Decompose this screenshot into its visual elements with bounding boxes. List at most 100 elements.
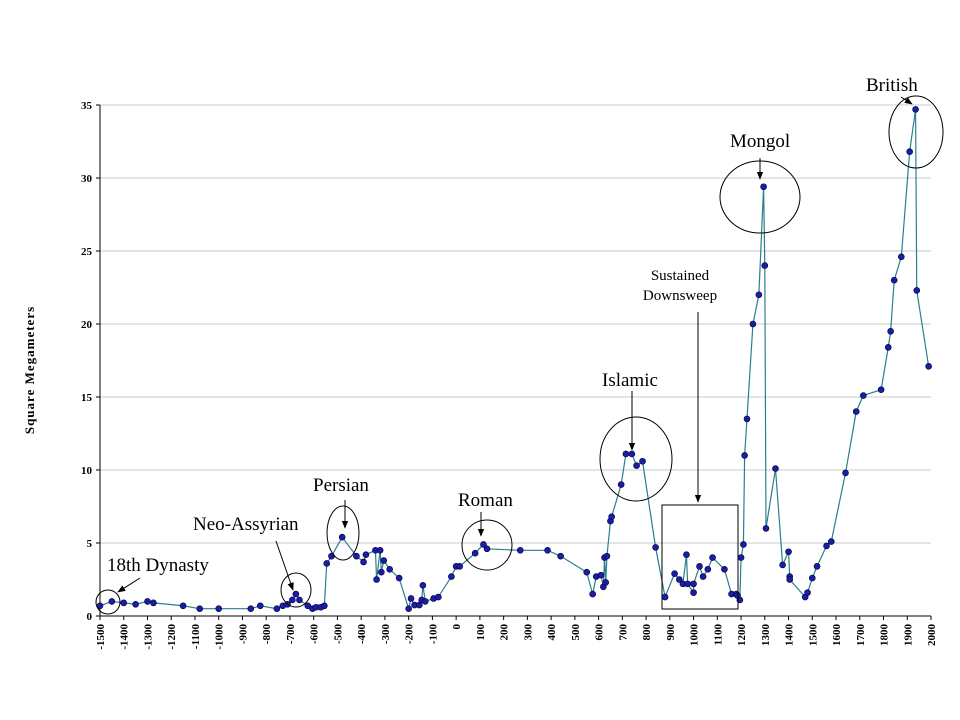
data-point (925, 363, 932, 370)
x-tick-label: -300 (380, 624, 392, 645)
data-point (628, 450, 636, 458)
data-point (544, 546, 551, 554)
data-point (690, 580, 697, 588)
data-point (804, 589, 811, 596)
x-tick-label: 1700 (855, 624, 867, 647)
x-tick-label: 1200 (736, 624, 748, 647)
data-point (737, 554, 745, 561)
y-tick-label: 25 (81, 246, 93, 258)
data-point (690, 589, 697, 596)
x-tick-label: 500 (570, 624, 582, 641)
y-axis-label: Square Megameters (22, 306, 37, 434)
annotation-label: Roman (458, 490, 513, 511)
data-point (699, 573, 707, 580)
y-tick-label: 35 (81, 100, 93, 112)
data-point (380, 557, 388, 564)
data-point (421, 598, 429, 605)
annotation-label: British (866, 75, 918, 96)
annotation-label: Islamic (602, 370, 658, 391)
data-point (296, 596, 303, 604)
data-point (704, 565, 712, 573)
data-point (683, 551, 690, 558)
data-point (652, 544, 659, 551)
data-point (709, 554, 716, 561)
data-point (150, 599, 157, 607)
x-tick-label: 600 (594, 624, 606, 641)
data-point (760, 183, 767, 191)
data-point (247, 605, 255, 613)
x-tick-label: -700 (285, 624, 297, 645)
y-tick-label: 30 (81, 173, 93, 185)
x-tick-label: 800 (641, 624, 653, 641)
data-point (256, 602, 264, 610)
x-tick-label: -1200 (166, 624, 178, 650)
data-point (913, 287, 921, 294)
grid (100, 104, 931, 617)
data-point (557, 552, 564, 560)
data-point (884, 344, 892, 351)
y-tick-label: 20 (81, 319, 93, 331)
x-tick-label: -600 (309, 624, 321, 645)
data-point (877, 386, 885, 394)
data-point (661, 593, 669, 601)
annotation-arrow (117, 577, 141, 593)
y-tick-label: 0 (87, 611, 93, 623)
data-point (321, 602, 328, 610)
x-tick-label: -400 (356, 624, 368, 645)
data-point (860, 392, 867, 399)
data-point (395, 574, 403, 582)
data-point (912, 106, 919, 113)
data-point (108, 598, 116, 605)
x-tick-label: -1100 (190, 624, 202, 650)
data-point (405, 605, 412, 613)
x-tick-label: -1400 (119, 624, 131, 650)
data-point (144, 598, 151, 605)
data-point (120, 599, 128, 607)
data-point (740, 541, 747, 548)
data-point (376, 546, 384, 554)
x-tick-label: -1000 (214, 624, 226, 650)
data-point (785, 548, 792, 556)
data-point (906, 148, 913, 156)
x-tick-label: 1300 (760, 624, 772, 647)
x-tick-label: -200 (404, 624, 416, 645)
data-point (583, 568, 591, 576)
data-point (741, 452, 748, 459)
data-point (608, 513, 615, 521)
data-point (323, 560, 331, 567)
data-point (215, 605, 223, 613)
x-tick-label: 1500 (807, 624, 819, 647)
data-point (196, 605, 204, 613)
annotation-outline (461, 519, 513, 571)
data-point (898, 253, 905, 261)
data-point (721, 565, 728, 573)
annotation-outline (599, 416, 673, 502)
x-tick-label: -1300 (142, 624, 154, 650)
annotations: 18th Dynasty Neo-Assyrian Persian Roman Isla… (95, 75, 944, 615)
data-point (813, 563, 821, 570)
annotation-label: Persian (313, 475, 369, 496)
x-tick-label: 0 (451, 624, 463, 630)
x-tick-label: 200 (499, 624, 511, 641)
data-point (761, 262, 769, 269)
data-point (360, 558, 367, 566)
data-point (779, 561, 786, 569)
data-point (890, 276, 898, 284)
annotation-outline (326, 505, 360, 561)
y-tick-label: 10 (81, 465, 93, 477)
x-tick-label: 900 (665, 624, 677, 641)
annotation-outline (888, 95, 944, 169)
data-point (289, 596, 296, 604)
x-tick-label: 400 (546, 624, 558, 641)
x-tick-label: 1800 (879, 624, 891, 647)
y-tick-label: 5 (87, 538, 93, 550)
data-point (749, 320, 757, 328)
data-point (483, 545, 491, 553)
data-point (471, 549, 479, 557)
x-tick-label: 100 (475, 624, 487, 641)
data-point (407, 595, 415, 602)
x-tick-label: -1500 (95, 624, 107, 650)
annotation-label: Neo-Assyrian (193, 514, 299, 535)
data-point (676, 576, 683, 583)
data-point (132, 601, 139, 608)
